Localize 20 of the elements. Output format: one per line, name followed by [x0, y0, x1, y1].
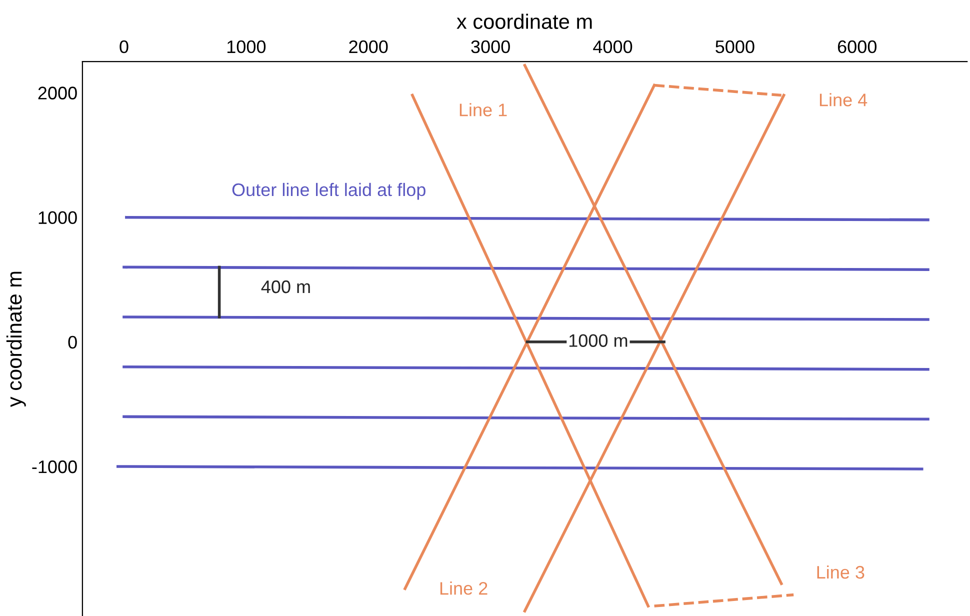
- y-tick-label: 2000: [38, 86, 77, 100]
- annotation: Line 3: [817, 565, 864, 579]
- x-tick-label: 1000: [227, 40, 266, 54]
- x-tick-label: 4000: [593, 40, 632, 54]
- x-tick-label: 0: [120, 40, 128, 54]
- annotation: Outer line left laid at flop: [232, 182, 426, 200]
- annotation: 400 m: [261, 280, 310, 294]
- y-tick-label: -1000: [32, 460, 77, 474]
- x-tick-label: 3000: [471, 40, 510, 54]
- x-tick-label: 5000: [716, 40, 754, 54]
- y-tick-label: 1000: [38, 211, 77, 224]
- y-axis-title: y coordinate m: [6, 272, 26, 408]
- x-axis-title: x coordinate m: [456, 14, 592, 29]
- x-tick-label: 6000: [838, 40, 876, 54]
- annotation: Line 1: [460, 103, 507, 116]
- annotation: Line 2: [440, 582, 488, 595]
- annotation: Line 4: [820, 93, 868, 106]
- y-tick-label: 0: [68, 336, 77, 349]
- annotation: 1000 m: [569, 334, 628, 347]
- x-tick-label: 2000: [349, 40, 388, 54]
